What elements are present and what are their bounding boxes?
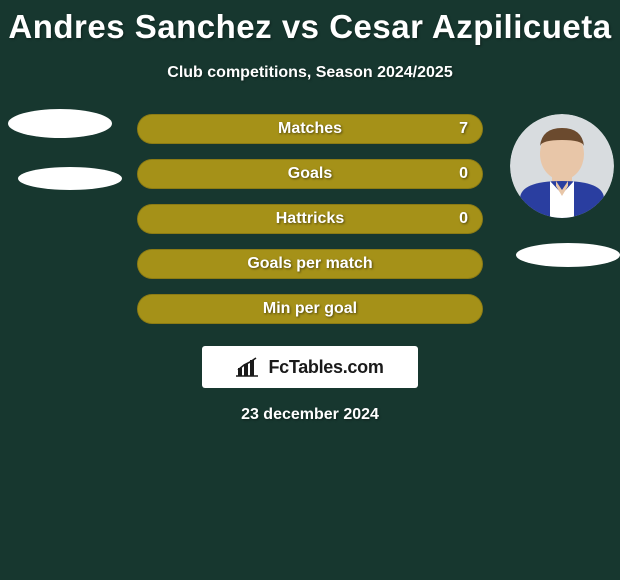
stat-bar-label: Goals per match bbox=[247, 255, 372, 273]
stat-bar-label: Min per goal bbox=[263, 300, 357, 318]
stat-bar-value: 0 bbox=[459, 165, 468, 183]
stat-bar-matches: Matches 7 bbox=[137, 114, 483, 144]
left-decor-ellipse-1 bbox=[8, 109, 112, 138]
left-decor-ellipse-2 bbox=[18, 167, 122, 190]
source-logo: FcTables.com bbox=[202, 346, 418, 388]
source-logo-text: FcTables.com bbox=[268, 357, 383, 378]
comparison-content: Matches 7 Goals 0 Hattricks 0 Goals per … bbox=[0, 114, 620, 424]
stat-bar-value: 0 bbox=[459, 210, 468, 228]
stat-bar-min-per-goal: Min per goal bbox=[137, 294, 483, 324]
right-decor-ellipse bbox=[516, 243, 620, 267]
stat-bars: Matches 7 Goals 0 Hattricks 0 Goals per … bbox=[137, 114, 483, 324]
stat-bar-label: Goals bbox=[288, 165, 332, 183]
stat-bar-goals: Goals 0 bbox=[137, 159, 483, 189]
comparison-date: 23 december 2024 bbox=[0, 406, 620, 424]
stat-bar-value: 7 bbox=[459, 120, 468, 138]
stat-bar-label: Matches bbox=[278, 120, 342, 138]
player-right-avatar bbox=[510, 114, 614, 218]
player-portrait-icon bbox=[510, 114, 614, 218]
bar-chart-icon bbox=[236, 356, 264, 378]
comparison-title: Andres Sanchez vs Cesar Azpilicueta bbox=[0, 0, 620, 46]
stat-bar-goals-per-match: Goals per match bbox=[137, 249, 483, 279]
comparison-subtitle: Club competitions, Season 2024/2025 bbox=[0, 64, 620, 82]
stat-bar-label: Hattricks bbox=[276, 210, 344, 228]
stat-bar-hattricks: Hattricks 0 bbox=[137, 204, 483, 234]
